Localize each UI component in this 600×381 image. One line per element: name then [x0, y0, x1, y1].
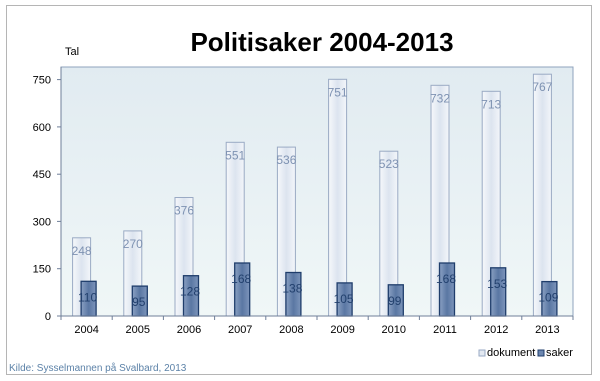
data-label-dokument-2007: 551 — [225, 148, 245, 162]
legend-label-dokument: dokument — [487, 347, 535, 359]
x-tick-label-2006: 2006 — [177, 324, 201, 336]
y-tick-label-300: 300 — [33, 216, 51, 228]
x-tick-label-2007: 2007 — [228, 324, 252, 336]
y-tick-label-0: 0 — [45, 311, 51, 323]
legend-swatch-dokument — [478, 349, 486, 357]
bar-dokument-2009 — [328, 78, 348, 317]
data-label-dokument-2010: 523 — [379, 157, 399, 171]
legend-label-saker: saker — [546, 347, 573, 359]
x-tick-label-2010: 2010 — [382, 324, 406, 336]
data-label-saker-2005: 95 — [132, 295, 146, 309]
data-label-dokument-2009: 751 — [328, 85, 348, 99]
y-tick-label-450: 450 — [33, 169, 51, 181]
y-tick-label-750: 750 — [33, 75, 51, 87]
chart-marks: 248 110 270 95 376 128 551 168 536 138 751 105 523 99… — [72, 73, 559, 317]
data-label-saker-2008: 138 — [282, 282, 302, 296]
data-label-dokument-2012: 713 — [481, 97, 501, 111]
data-label-saker-2011: 168 — [436, 272, 456, 286]
chart-frame — [6, 5, 592, 375]
data-label-saker-2010: 99 — [388, 294, 402, 308]
data-label-dokument-2004: 248 — [72, 244, 92, 258]
x-tick-label-2005: 2005 — [126, 324, 150, 336]
bar-dokument-2013 — [532, 73, 552, 317]
data-label-dokument-2005: 270 — [123, 237, 143, 251]
bar-saker-2007 — [234, 262, 251, 317]
x-tick-label-2009: 2009 — [330, 324, 354, 336]
data-label-saker-2004: 110 — [78, 290, 97, 304]
x-tick-label-2013: 2013 — [535, 324, 559, 336]
data-label-dokument-2006: 376 — [174, 204, 194, 218]
y-tick-label-150: 150 — [33, 264, 51, 276]
data-label-dokument-2008: 536 — [276, 153, 296, 167]
x-tick-label-2004: 2004 — [74, 324, 98, 336]
data-label-saker-2012: 153 — [487, 277, 507, 291]
data-label-saker-2006: 128 — [180, 285, 200, 299]
y-tick-label-600: 600 — [33, 122, 51, 134]
bar-saker-2011 — [438, 262, 456, 317]
data-label-dokument-2011: 732 — [430, 91, 450, 105]
x-tick-label-2008: 2008 — [279, 324, 303, 336]
x-tick-label-2011: 2011 — [433, 324, 457, 336]
legend: dokument saker — [478, 347, 573, 359]
data-label-saker-2007: 168 — [231, 272, 251, 286]
data-label-dokument-2013: 767 — [532, 80, 552, 94]
chart-title: Politisaker 2004-2013 — [190, 27, 453, 57]
data-label-saker-2013: 109 — [538, 291, 558, 305]
legend-swatch-saker — [537, 349, 545, 357]
x-tick-label-2012: 2012 — [484, 324, 508, 336]
chart-axes: 2004 2005 2006 2007 2008 2009 2010 2011 2012 2013… — [33, 67, 574, 336]
source-note: Kilde: Sysselmannen på Svalbard, 2013 — [9, 362, 187, 374]
data-label-saker-2009: 105 — [334, 292, 354, 306]
bar-saker-2012 — [490, 267, 507, 317]
y-axis-label: Tal — [65, 46, 79, 58]
